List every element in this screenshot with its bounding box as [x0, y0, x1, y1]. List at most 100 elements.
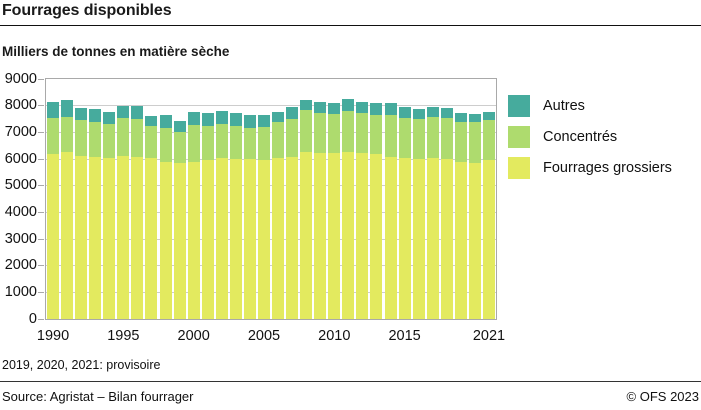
y-axis-label-7000: 7000: [4, 123, 37, 140]
bar-2006-segment-fourrages-grossiers: [272, 157, 285, 319]
y-axis-label-6000: 6000: [4, 150, 37, 167]
bar-1997-segment-concentrés: [145, 125, 158, 158]
gridline-5000: [46, 185, 496, 187]
bar-2020-segment-fourrages-grossiers: [468, 162, 481, 319]
bar-2014-segment-fourrages-grossiers: [384, 156, 397, 319]
bar-2012: [356, 101, 369, 319]
legend-swatch-icon: [508, 157, 530, 179]
legend-label: Concentrés: [543, 129, 618, 145]
chart-unit-subtitle: Milliers de tonnes en matière sèche: [2, 44, 230, 59]
bar-2013: [370, 103, 383, 319]
bar-1996-segment-concentrés: [131, 119, 144, 157]
bar-2009-segment-fourrages-grossiers: [314, 152, 327, 319]
bar-2017-segment-fourrages-grossiers: [426, 157, 439, 319]
bar-2010-segment-concentrés: [328, 114, 341, 153]
x-axis-label-2010: 2010: [318, 328, 351, 344]
bar-1998-segment-concentrés: [159, 128, 172, 162]
provisional-footnote: 2019, 2020, 2021: provisoire: [2, 358, 161, 372]
bar-2011-segment-fourrages-grossiers: [342, 152, 355, 319]
bar-2000-segment-fourrages-grossiers: [187, 161, 200, 319]
bar-2015-segment-fourrages-grossiers: [398, 157, 411, 319]
bar-2018-segment-fourrages-grossiers: [440, 158, 453, 319]
bar-1999-segment-concentrés: [173, 132, 186, 163]
bar-2002-segment-fourrages-grossiers: [215, 158, 228, 319]
bar-2011-segment-concentrés: [342, 110, 355, 153]
gridline-8000: [46, 105, 496, 107]
bar-2008-segment-autres: [300, 100, 313, 110]
x-axis-label-1995: 1995: [107, 328, 140, 344]
bar-2018: [440, 108, 453, 319]
bar-2005-segment-autres: [257, 114, 270, 128]
bar-2017-segment-concentrés: [426, 117, 439, 158]
bar-1993-segment-fourrages-grossiers: [89, 156, 102, 319]
y-axis-tick-9000: [38, 78, 44, 80]
bar-1993-segment-concentrés: [89, 121, 102, 157]
bar-1995-segment-concentrés: [117, 118, 130, 157]
bar-1990-segment-autres: [47, 101, 60, 119]
x-axis-label-2021: 2021: [472, 328, 506, 344]
bar-1990: [47, 101, 60, 319]
bar-1990-segment-fourrages-grossiers: [47, 154, 60, 319]
bar-2012-segment-autres: [356, 101, 369, 114]
bar-2000-segment-autres: [187, 111, 200, 125]
bar-1993-segment-autres: [89, 109, 102, 122]
bar-2014-segment-concentrés: [384, 114, 397, 157]
bar-1998-segment-fourrages-grossiers: [159, 161, 172, 319]
bar-2001: [201, 113, 214, 319]
bar-2015: [398, 107, 411, 319]
bar-2000: [187, 111, 200, 319]
source-label: Source: Agristat – Bilan fourrager: [2, 389, 194, 404]
copyright-label: © OFS 2023: [626, 389, 699, 404]
bar-2010-segment-fourrages-grossiers: [328, 152, 341, 319]
bar-2002-segment-autres: [215, 111, 228, 124]
bar-2002-segment-concentrés: [215, 123, 228, 159]
bar-2011: [342, 99, 355, 319]
bar-1995: [117, 105, 130, 319]
bar-2021-segment-concentrés: [482, 119, 495, 160]
bar-1998-segment-autres: [159, 114, 172, 129]
y-axis-tick-2000: [38, 265, 44, 267]
bar-1992: [75, 107, 88, 319]
bar-2015-segment-autres: [398, 107, 411, 119]
gridline-3000: [46, 238, 496, 240]
bar-2021-segment-fourrages-grossiers: [482, 159, 495, 319]
bar-2016: [412, 109, 425, 319]
bar-2008-segment-concentrés: [300, 109, 313, 152]
gridline-1000: [46, 291, 496, 293]
y-axis-tick-8000: [38, 105, 44, 107]
legend-item-fourrages-grossiers: Fourrages grossiers: [508, 157, 672, 179]
legend-item-autres: Autres: [508, 95, 672, 117]
bar-2001-segment-autres: [201, 113, 214, 126]
bar-2003-segment-fourrages-grossiers: [229, 158, 242, 319]
bar-1991-segment-fourrages-grossiers: [61, 152, 74, 319]
legend-swatch-icon: [508, 126, 530, 148]
bar-2010: [328, 102, 341, 319]
bar-2017: [426, 107, 439, 319]
x-axis-label-1990: 1990: [36, 328, 70, 344]
bar-2019-segment-autres: [454, 112, 467, 122]
bar-1991-segment-autres: [61, 100, 74, 117]
bar-2014: [384, 102, 397, 319]
y-axis-tick-0: [38, 318, 44, 320]
x-axis-label-2000: 2000: [177, 328, 210, 344]
bar-2006-segment-concentrés: [272, 122, 285, 158]
bar-2020-segment-autres: [468, 113, 481, 123]
plot-area: [45, 78, 497, 320]
bar-2008: [300, 100, 313, 319]
y-axis-label-5000: 5000: [4, 177, 37, 194]
bar-2019-segment-concentrés: [454, 121, 467, 163]
y-axis-label-4000: 4000: [4, 203, 37, 220]
y-axis-label-2000: 2000: [4, 257, 37, 274]
bar-2006-segment-autres: [272, 111, 285, 123]
bar-1994: [103, 112, 116, 319]
x-axis-label-2015: 2015: [388, 328, 421, 344]
bar-1992-segment-autres: [75, 107, 88, 120]
bar-2002: [215, 111, 228, 319]
bar-2016-segment-fourrages-grossiers: [412, 158, 425, 319]
legend-item-concentrés: Concentrés: [508, 126, 672, 148]
x-axis-label-2005: 2005: [247, 328, 281, 344]
bar-2018-segment-concentrés: [440, 118, 453, 159]
bar-2019-segment-fourrages-grossiers: [454, 162, 467, 319]
y-axis-label-3000: 3000: [4, 230, 37, 247]
